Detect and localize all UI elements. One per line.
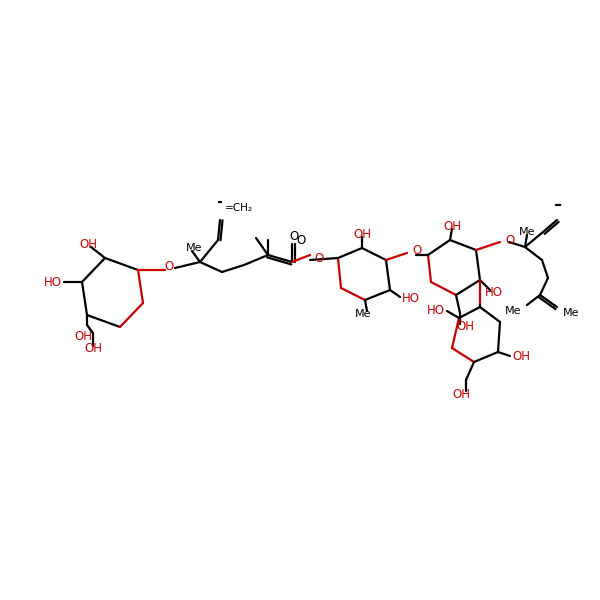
Text: O: O: [314, 251, 323, 265]
Text: OH: OH: [353, 227, 371, 241]
Text: OH: OH: [452, 388, 470, 401]
Text: Me: Me: [519, 227, 535, 237]
Text: O: O: [164, 259, 173, 272]
Text: OH: OH: [443, 220, 461, 232]
Text: HO: HO: [427, 304, 445, 317]
Text: Me: Me: [355, 309, 371, 319]
Text: Me: Me: [505, 306, 521, 316]
Text: OH: OH: [456, 320, 474, 334]
Text: HO: HO: [402, 292, 420, 304]
Text: OH: OH: [79, 238, 97, 251]
Text: Me: Me: [563, 308, 580, 318]
Text: OH: OH: [74, 331, 92, 343]
Text: HO: HO: [44, 275, 62, 289]
Text: HO: HO: [485, 286, 503, 298]
Text: O: O: [296, 233, 305, 247]
Text: O: O: [505, 233, 514, 247]
Text: OH: OH: [84, 343, 102, 355]
Text: O: O: [289, 230, 299, 244]
Text: Me: Me: [186, 243, 202, 253]
Text: O: O: [412, 245, 421, 257]
Text: =CH₂: =CH₂: [225, 203, 253, 213]
Text: OH: OH: [512, 350, 530, 364]
